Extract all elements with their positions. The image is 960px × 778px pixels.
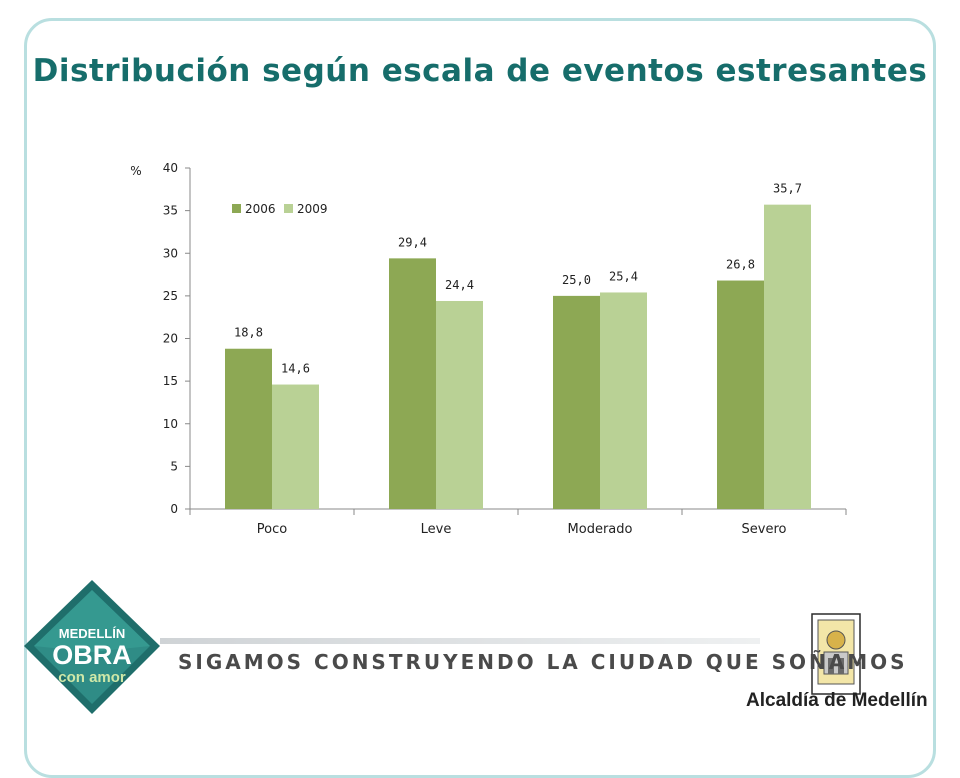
- bar-2009: [764, 204, 811, 509]
- x-tick-label: Moderado: [568, 522, 633, 537]
- legend-swatch-2009: [284, 204, 293, 213]
- legend-label: 2009: [297, 202, 328, 216]
- footer: MEDELLÍN OBRA con amor: [0, 572, 960, 720]
- org-name: Alcaldía de Medellín: [746, 690, 928, 711]
- data-label: 29,4: [398, 235, 427, 249]
- y-tick-label: 30: [163, 246, 178, 260]
- slogan: SIGAMOS CONSTRUYENDO LA CIUDAD QUE SOÑAM…: [178, 650, 908, 674]
- y-tick-label: 35: [163, 204, 178, 218]
- legend-swatch-2006: [232, 204, 241, 213]
- bar-2006: [717, 280, 764, 509]
- y-axis-label: %: [130, 164, 141, 178]
- bar-2009: [272, 384, 319, 509]
- bar-2009: [600, 292, 647, 509]
- x-tick-label: Poco: [257, 522, 287, 537]
- data-label: 14,6: [281, 362, 310, 376]
- data-label: 26,8: [726, 258, 755, 272]
- logo-diamond-shine: [34, 590, 150, 652]
- y-tick-label: 0: [170, 502, 178, 516]
- data-label: 25,4: [609, 269, 638, 283]
- logo-line1: MEDELLÍN: [59, 626, 125, 641]
- y-tick-label: 5: [170, 459, 178, 473]
- data-label: 35,7: [773, 182, 802, 196]
- logo-line3: con amor: [58, 669, 126, 686]
- y-tick-label: 20: [163, 332, 178, 346]
- slide-title: Distribución según escala de eventos est…: [32, 53, 928, 89]
- y-tick-label: 10: [163, 417, 178, 431]
- data-label: 18,8: [234, 326, 263, 340]
- x-tick-label: Leve: [421, 522, 452, 537]
- x-tick-label: Severo: [742, 522, 787, 537]
- y-tick-label: 15: [163, 374, 178, 388]
- y-tick-label: 40: [163, 161, 178, 175]
- bar-2006: [389, 258, 436, 509]
- bar-2006: [225, 348, 272, 509]
- data-label: 24,4: [445, 278, 474, 292]
- legend-label: 2006: [245, 202, 276, 216]
- medellin-logo: MEDELLÍN OBRA con amor: [24, 580, 160, 714]
- y-tick-label: 25: [163, 289, 178, 303]
- data-label: 25,0: [562, 273, 591, 287]
- slogan-divider: [160, 638, 760, 644]
- bar-chart: 0 5 10 15 20 25 30 35 40% Poco 18,8 14,6 Leve 29,4 24,…: [130, 161, 847, 537]
- logo-line2: OBRA: [52, 640, 132, 670]
- bar-2009: [436, 300, 483, 509]
- bar-2006: [553, 295, 600, 509]
- coat-of-arms-icon: [811, 613, 861, 695]
